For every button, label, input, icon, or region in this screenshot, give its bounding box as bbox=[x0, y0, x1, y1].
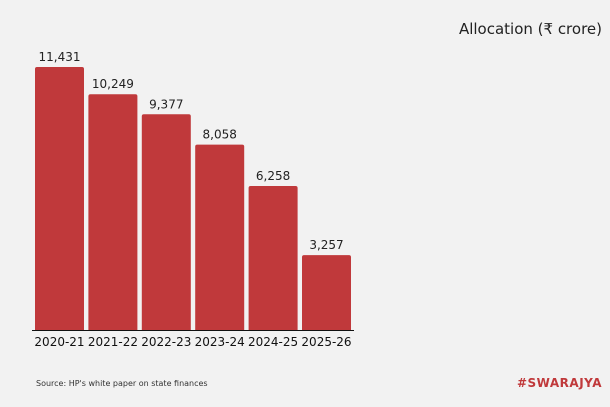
value-label-2020-21: 11,431 bbox=[39, 50, 81, 64]
x-tick-label-2022-23: 2022-23 bbox=[141, 335, 191, 349]
bar-2025-26 bbox=[302, 255, 351, 330]
bars bbox=[35, 67, 351, 330]
x-tick-label-2020-21: 2020-21 bbox=[34, 335, 84, 349]
x-tick-label-2021-22: 2021-22 bbox=[88, 335, 138, 349]
source-note: Source: HP's white paper on state financ… bbox=[36, 379, 208, 388]
bar-2020-21 bbox=[35, 67, 84, 330]
value-label-2024-25: 6,258 bbox=[256, 169, 290, 183]
value-label-2023-24: 8,058 bbox=[203, 128, 237, 142]
bar-2022-23 bbox=[141, 114, 191, 330]
x-tick-label-2023-24: 2023-24 bbox=[195, 335, 245, 349]
series-legend-label: Allocation (₹ crore) bbox=[458, 20, 602, 38]
bar-2023-24 bbox=[195, 144, 245, 330]
x-tick-label-2024-25: 2024-25 bbox=[248, 335, 298, 349]
value-label-2022-23: 9,377 bbox=[149, 97, 183, 111]
value-labels: 11,431 10,249 9,377 8,058 6,258 3,257 bbox=[39, 50, 344, 252]
brand-logo: #SWARAJYA bbox=[516, 376, 602, 390]
value-label-2025-26: 3,257 bbox=[309, 238, 343, 252]
bar-2021-22 bbox=[88, 94, 138, 330]
bar-2024-25 bbox=[248, 186, 298, 330]
value-label-2021-22: 10,249 bbox=[92, 77, 134, 91]
x-tick-labels: 2020-21 2021-22 2022-23 2023-24 2024-25 2025-… bbox=[34, 335, 351, 349]
x-tick-label-2025-26: 2025-26 bbox=[301, 335, 351, 349]
